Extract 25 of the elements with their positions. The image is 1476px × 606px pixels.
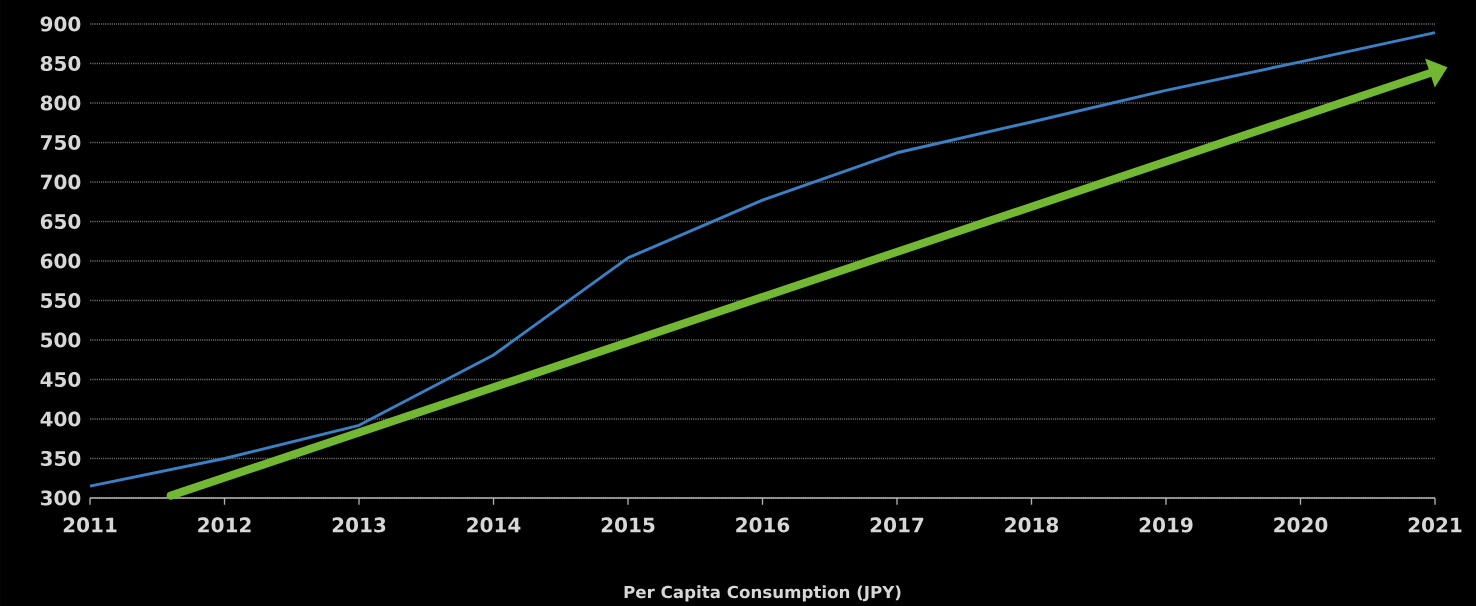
y-tick-label: 350 (40, 450, 81, 467)
y-tick-label: 300 (40, 490, 81, 506)
x-tick-label: 2021 (1408, 517, 1462, 533)
x-tick-label: 2016 (736, 517, 790, 533)
y-tick-label: 700 (40, 174, 81, 190)
y-tick-label: 500 (41, 332, 81, 348)
x-tick-label: 2018 (1005, 517, 1059, 533)
y-tick-label: 650 (40, 213, 81, 230)
y-tick-label: 600 (40, 253, 81, 269)
x-tick-label: 2011 (63, 517, 117, 533)
y-tick-label: 450 (40, 371, 81, 388)
y-tick-label: 900 (40, 16, 81, 32)
x-axis-title: Per Capita Consumption (JPY) (624, 585, 901, 602)
x-tick-label: 2019 (1139, 517, 1193, 533)
y-tick-label: 400 (40, 411, 81, 427)
x-tick-label: 2015 (601, 517, 655, 533)
y-tick-label: 800 (40, 95, 81, 111)
x-tick-label: 2020 (1274, 517, 1328, 533)
x-tick-label: 2017 (870, 517, 924, 533)
x-tick-label: 2013 (332, 517, 386, 533)
y-tick-label: 550 (41, 292, 81, 309)
y-tick-label: 750 (40, 134, 81, 151)
y-tick-label: 850 (40, 55, 81, 72)
x-tick-label: 2012 (198, 517, 251, 533)
x-tick-label: 2014 (467, 517, 521, 533)
